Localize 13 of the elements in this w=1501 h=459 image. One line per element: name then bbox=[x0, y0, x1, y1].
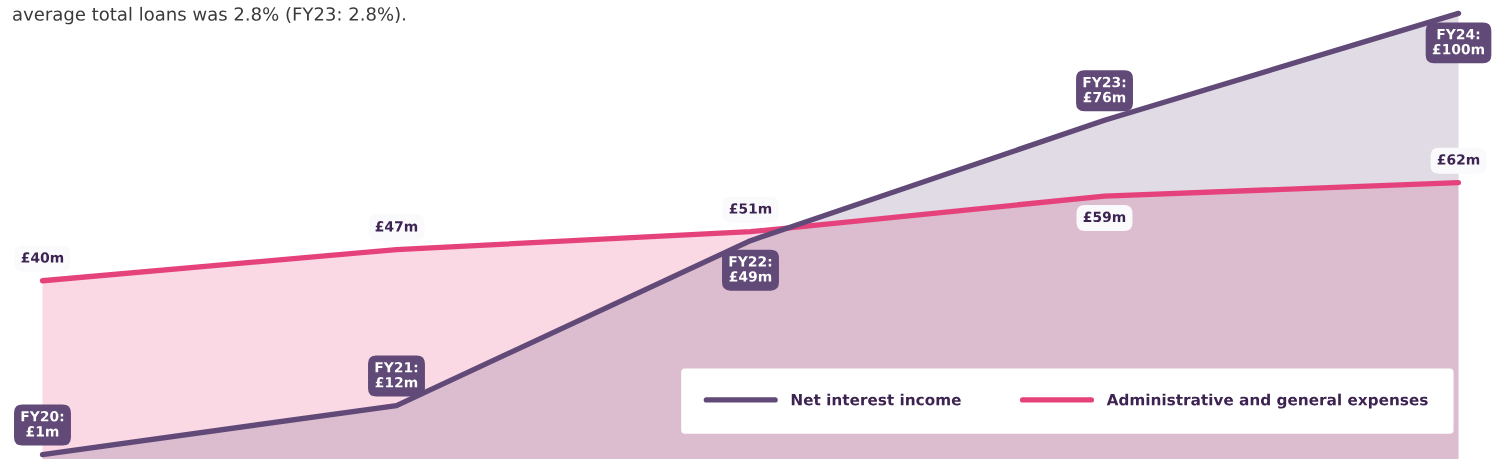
data-label: £40m bbox=[21, 252, 64, 263]
data-label: £59m bbox=[1083, 211, 1126, 223]
data-label: FY24: £100m bbox=[1432, 28, 1484, 55]
data-label: £62m bbox=[1437, 154, 1480, 165]
data-label: FY22: £49m bbox=[729, 256, 772, 282]
data-label: FY23: £76m bbox=[1083, 76, 1126, 103]
data-label: FY21: £12m bbox=[375, 362, 418, 388]
annotation: average total loans was 2.8% (FY23: 2.8%). bbox=[13, 6, 405, 25]
data-label: FY20: £1m bbox=[21, 411, 64, 437]
legend-label: Administrative and general expenses bbox=[1106, 393, 1428, 409]
legend-label: Net interest income bbox=[791, 393, 961, 406]
data-label: £47m bbox=[375, 221, 418, 232]
data-label: £51m bbox=[729, 203, 772, 214]
